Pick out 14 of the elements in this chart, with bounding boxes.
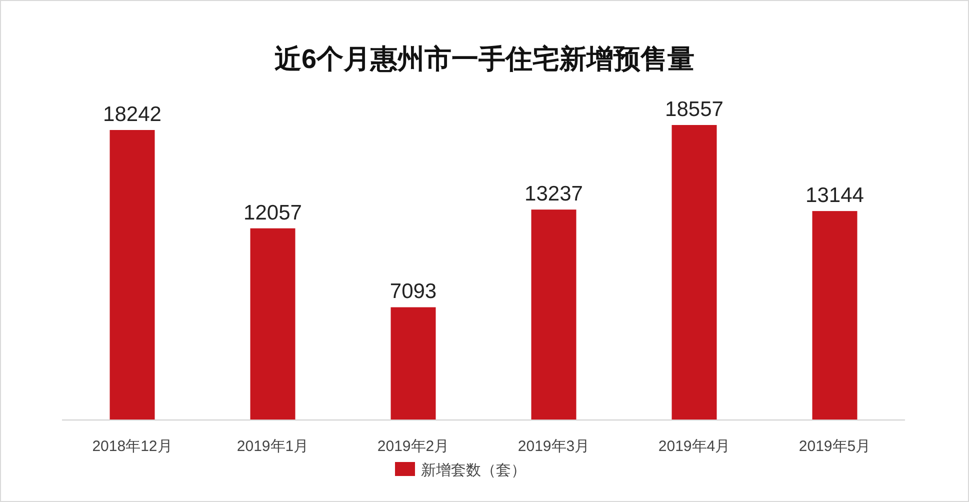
x-tick-label: 2019年5月 bbox=[798, 438, 871, 455]
legend-label: 新增套数（套） bbox=[421, 462, 526, 479]
x-tick-label: 2018年12月 bbox=[92, 438, 172, 455]
data-label: 13237 bbox=[524, 182, 583, 206]
x-tick-label: 2019年3月 bbox=[518, 438, 590, 455]
data-label: 18557 bbox=[665, 98, 724, 121]
data-label: 7093 bbox=[390, 280, 437, 304]
data-label: 13144 bbox=[806, 184, 864, 208]
data-label: 18242 bbox=[103, 103, 162, 126]
x-tick-label: 2019年1月 bbox=[236, 438, 309, 455]
x-tick-label: 2019年4月 bbox=[658, 438, 730, 455]
data-label: 12057 bbox=[244, 201, 302, 224]
x-tick-label: 2019年2月 bbox=[377, 438, 450, 455]
title: 近6个月惠州市一手住宅新增预售量 bbox=[274, 44, 695, 74]
